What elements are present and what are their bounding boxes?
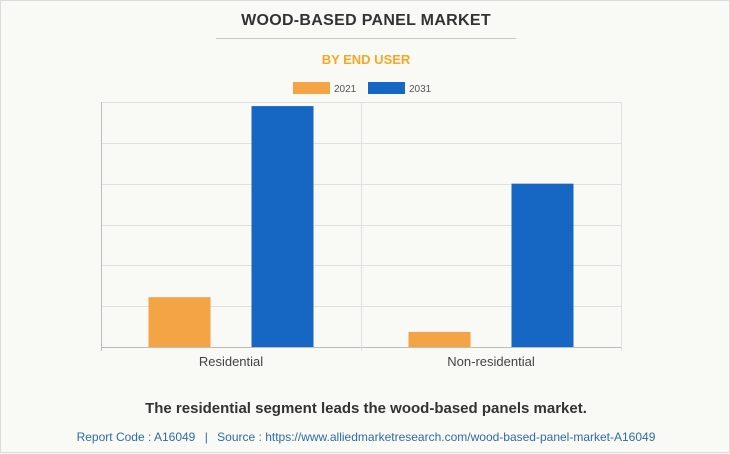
- bar-non-residential-2021: [408, 331, 471, 347]
- title-divider: [216, 38, 516, 39]
- bar-residential-2031: [251, 106, 314, 347]
- x-tick-label: Residential: [199, 354, 263, 369]
- footer-separator: |: [204, 430, 208, 444]
- footer: Report Code : A16049 | Source : https://…: [1, 430, 730, 444]
- x-tick-label: Non-residential: [447, 354, 535, 369]
- legend-label-2031: 2031: [409, 84, 432, 95]
- legend-swatch-2031: [368, 82, 405, 94]
- chart-subtitle: BY END USER: [321, 52, 411, 67]
- source-link[interactable]: Source : https://www.alliedmarketresearc…: [217, 430, 656, 444]
- bar-residential-2021: [148, 297, 211, 347]
- chart-title: WOOD-BASED PANEL MARKET: [241, 12, 491, 29]
- chart-caption: The residential segment leads the wood-b…: [145, 400, 587, 417]
- legend-swatch-2021: [293, 82, 330, 94]
- legend-label-2021: 2021: [334, 84, 357, 95]
- report-code: Report Code : A16049: [76, 430, 196, 444]
- bar-non-residential-2031: [511, 183, 574, 347]
